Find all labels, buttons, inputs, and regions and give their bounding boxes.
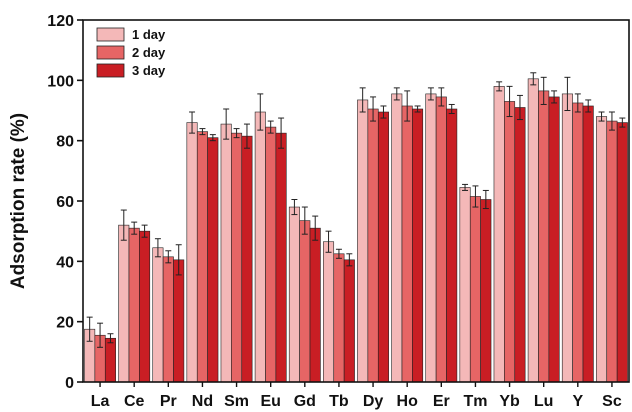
x-tick-label: Eu [260, 393, 280, 410]
bar [220, 123, 232, 383]
bar [333, 253, 345, 383]
x-tick-label: Ho [397, 393, 419, 410]
y-tick-label: 100 [47, 73, 74, 90]
bar [435, 96, 447, 383]
x-tick-label: Nd [192, 393, 213, 410]
bar [446, 108, 458, 383]
bar [377, 111, 389, 383]
x-tick-label: Pr [160, 393, 177, 410]
legend-swatch [96, 45, 125, 60]
bar [606, 120, 618, 383]
y-tick-label: 0 [65, 375, 74, 392]
x-tick-label: Gd [294, 393, 316, 410]
x-tick-label: Dy [363, 393, 384, 410]
y-tick-label: 20 [56, 315, 74, 332]
x-tick-label: Tm [463, 393, 487, 410]
x-tick-label: La [91, 393, 110, 410]
y-tick-label: 40 [56, 254, 74, 271]
bar [196, 131, 208, 383]
bar [391, 93, 403, 383]
bar [309, 227, 321, 383]
bar [616, 122, 628, 383]
bar [139, 230, 151, 383]
x-tick-label: Sc [602, 393, 622, 410]
bar [128, 227, 140, 383]
bar [299, 220, 311, 383]
x-tick-label: Yb [499, 393, 520, 410]
legend-swatch [96, 63, 125, 78]
bar [480, 199, 492, 383]
bar [401, 105, 413, 383]
plot-frame [82, 19, 630, 383]
bar [469, 196, 481, 383]
bar [493, 86, 505, 383]
bar [572, 102, 584, 383]
bar [118, 224, 130, 383]
bar [254, 111, 266, 383]
bar-series [84, 78, 628, 383]
x-tick-label: Er [433, 393, 450, 410]
legend-swatch [96, 27, 125, 42]
bar [231, 132, 243, 383]
bar [343, 259, 355, 383]
bar [412, 108, 424, 383]
bar [207, 137, 219, 383]
legend: 1 day 2 day 3 day [96, 27, 166, 78]
bar [561, 93, 573, 383]
bar [527, 78, 539, 383]
bar [596, 116, 608, 383]
bar [538, 90, 550, 383]
legend-label: 3 day [132, 63, 166, 78]
bar [173, 259, 185, 383]
bar [162, 256, 174, 383]
bar [514, 107, 526, 383]
bar [186, 122, 198, 383]
legend-label: 2 day [132, 45, 166, 60]
x-tick-label: Lu [534, 393, 554, 410]
y-axis-ticks: 0 20 40 60 80 100 120 [47, 13, 83, 392]
bar [459, 187, 471, 383]
x-tick-label: Ce [124, 393, 145, 410]
bar [275, 132, 287, 383]
bar [152, 247, 164, 383]
legend-label: 1 day [132, 27, 166, 42]
bar [104, 337, 116, 383]
x-tick-label: Sm [224, 393, 249, 410]
bar [241, 135, 253, 383]
bar [504, 101, 516, 383]
bar [357, 99, 369, 383]
y-tick-label: 80 [56, 134, 74, 151]
bar [288, 206, 300, 383]
bar [425, 93, 437, 383]
error-bars [86, 72, 626, 348]
y-axis-title: Adsorption rate (%) [8, 113, 29, 289]
y-tick-label: 120 [47, 13, 74, 30]
bar [323, 241, 335, 383]
x-tick-label: Tb [329, 393, 349, 410]
x-tick-label: Y [572, 393, 583, 410]
bar [548, 96, 560, 383]
bar [582, 105, 594, 383]
x-axis-labels: La Ce Pr Nd Sm Eu Gd Tb Dy Ho Er Tm Yb Lu Y Sc [91, 382, 622, 410]
y-tick-label: 60 [56, 194, 74, 211]
bar [367, 108, 379, 383]
bar [265, 126, 277, 383]
